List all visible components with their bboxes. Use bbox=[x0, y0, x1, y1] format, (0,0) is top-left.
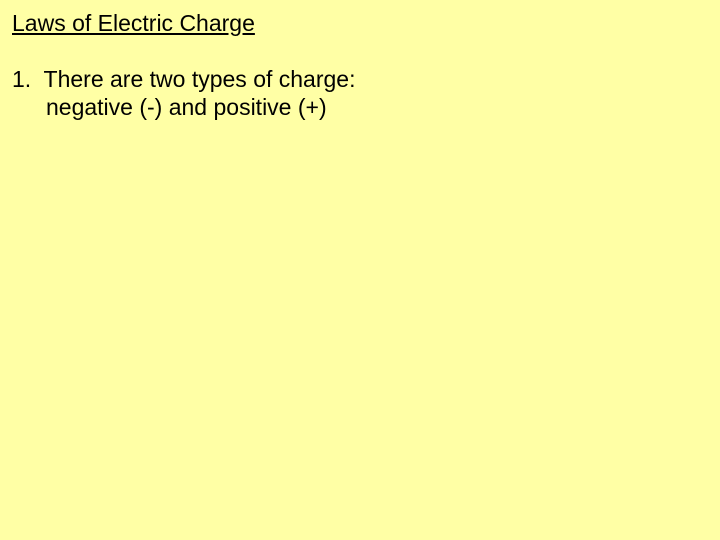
slide-title: Laws of Electric Charge bbox=[12, 10, 255, 37]
slide: Laws of Electric Charge 1. There are two… bbox=[0, 0, 720, 540]
body-line-1: 1. There are two types of charge: bbox=[12, 66, 355, 93]
body-line-2: negative (-) and positive (+) bbox=[46, 94, 327, 121]
